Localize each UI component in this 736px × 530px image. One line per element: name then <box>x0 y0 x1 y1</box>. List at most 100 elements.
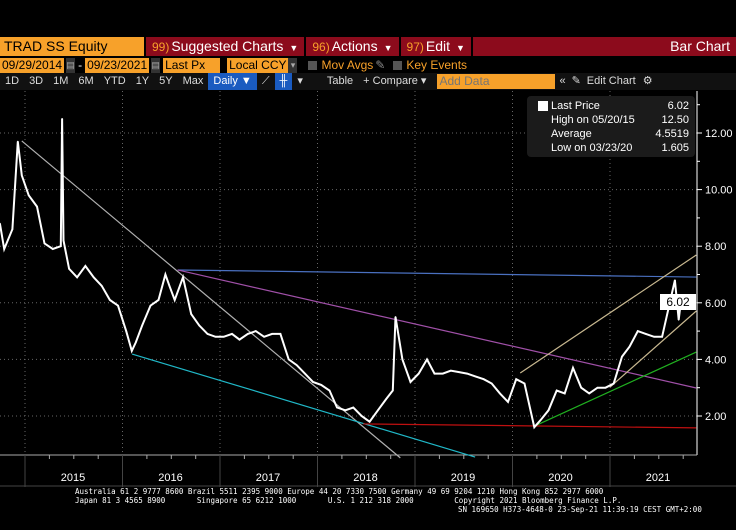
key-events-checkbox[interactable] <box>393 60 403 70</box>
y-tick-label: 12.00 <box>705 128 733 140</box>
range-1m[interactable]: 1M <box>53 75 69 87</box>
price-point <box>482 378 485 381</box>
price-point <box>417 372 420 375</box>
x-tick-label: 2019 <box>451 472 475 484</box>
price-point <box>59 245 62 247</box>
price-point <box>246 333 249 335</box>
price-point <box>344 409 347 412</box>
legend-value: 12.50 <box>661 114 689 126</box>
frequency-dropdown[interactable]: Daily ▼ <box>208 73 257 90</box>
price-point <box>644 333 647 335</box>
price-point <box>621 355 623 358</box>
price-point <box>392 389 394 392</box>
price-point <box>157 299 160 301</box>
price-point <box>231 333 233 335</box>
price-point <box>271 333 273 335</box>
field-select[interactable]: Last Px <box>163 57 221 73</box>
price-point <box>109 299 111 301</box>
caret-down-icon[interactable]: ▾ <box>288 57 298 73</box>
menu-number: 99) <box>152 40 170 54</box>
legend-label: Low on 03/23/20 <box>551 142 633 154</box>
menu-edit[interactable]: 97) Edit ▼ <box>400 37 471 56</box>
range-ytd[interactable]: YTD <box>103 75 126 87</box>
price-point <box>394 316 397 318</box>
last-price-tag: 6.02 <box>660 294 696 310</box>
chart-type-title: Bar Chart <box>472 37 736 56</box>
y-tick-label: 8.00 <box>705 241 726 253</box>
price-point <box>84 265 87 267</box>
table-button[interactable]: Table <box>326 75 354 87</box>
trendline <box>519 254 697 374</box>
mov-avgs-label: Mov Avgs <box>321 58 374 72</box>
price-point <box>515 378 518 381</box>
legend-row: Low on 03/23/20 1.605 <box>551 141 689 155</box>
price-point <box>131 350 133 352</box>
date-separator: - <box>78 58 83 72</box>
price-point <box>409 381 412 383</box>
trendline <box>131 353 476 458</box>
pencil-icon[interactable]: ✎ <box>375 58 386 72</box>
edit-chart-button[interactable]: Edit Chart <box>586 75 636 87</box>
price-point <box>263 335 265 338</box>
start-date-input[interactable]: 09/29/2014 <box>0 57 65 73</box>
legend-row: High on 05/20/15 12.50 <box>551 113 689 127</box>
price-point <box>433 372 436 375</box>
menu-suggested-charts[interactable]: 99) Suggested Charts ▼ <box>146 37 305 56</box>
legend-value: 1.605 <box>661 142 689 154</box>
menu-actions[interactable]: 96) Actions ▼ <box>306 37 399 56</box>
currency-select[interactable]: Local CCY <box>227 57 289 73</box>
price-point <box>92 276 95 279</box>
collapse-icon[interactable]: « <box>559 75 566 87</box>
price-point <box>76 276 78 279</box>
range-5y[interactable]: 5Y <box>159 75 173 87</box>
calendar-icon[interactable]: ▤ <box>66 57 76 73</box>
price-point <box>596 386 599 389</box>
calendar-icon[interactable]: ▤ <box>151 57 161 73</box>
legend-label: Last Price <box>551 100 600 112</box>
trendline <box>177 269 697 278</box>
range-1d[interactable]: 1D <box>5 75 20 87</box>
y-tick-label: 4.00 <box>705 354 726 366</box>
price-point <box>661 335 663 338</box>
add-data-input[interactable] <box>437 74 556 89</box>
price-point <box>377 409 379 412</box>
compare-button[interactable]: + Compare ▾ <box>363 75 427 87</box>
price-point <box>214 335 217 338</box>
range-max[interactable]: Max <box>182 75 204 87</box>
price-point <box>507 401 509 403</box>
range-3d[interactable]: 3D <box>29 75 44 87</box>
legend-row: Average 4.5519 <box>551 127 689 141</box>
end-date-input[interactable]: 09/23/2021 <box>85 57 150 73</box>
bar-chart-icon[interactable]: ╫ <box>274 73 293 90</box>
trendline <box>363 423 697 429</box>
price-point <box>499 392 501 395</box>
price-point <box>43 242 46 245</box>
line-chart-icon[interactable]: ⟋ <box>261 75 270 87</box>
price-point <box>490 382 493 385</box>
price-point <box>51 248 54 250</box>
price-point <box>385 398 387 400</box>
price-point <box>20 174 23 177</box>
y-tick-label: 10.00 <box>705 185 733 197</box>
price-point <box>426 358 428 361</box>
mov-avgs-checkbox[interactable] <box>308 60 318 70</box>
range-1y[interactable]: 1Y <box>135 75 150 87</box>
price-chart[interactable]: 2.00 4.00 6.00 8.00 10.00 12.00 2015 2016 2017 20… <box>0 91 736 487</box>
price-point <box>474 375 477 378</box>
price-point <box>360 415 363 417</box>
range-6m[interactable]: 6M <box>78 75 94 87</box>
price-point <box>653 335 655 338</box>
price-point <box>173 299 176 301</box>
trendline <box>177 269 697 389</box>
legend-label: Average <box>551 128 592 140</box>
price-point <box>304 372 306 375</box>
gear-icon[interactable]: ⚙ <box>642 75 653 87</box>
price-point <box>222 335 225 338</box>
price-point <box>441 372 444 375</box>
price-point <box>401 358 404 361</box>
ticker-field[interactable]: TRAD SS Equity <box>0 37 144 56</box>
pencil-icon[interactable]: ✎ <box>571 75 581 87</box>
legend-value: 4.5519 <box>655 128 689 140</box>
caret-down-icon[interactable]: ▾ <box>297 75 303 87</box>
x-tick-label: 2016 <box>158 472 182 484</box>
